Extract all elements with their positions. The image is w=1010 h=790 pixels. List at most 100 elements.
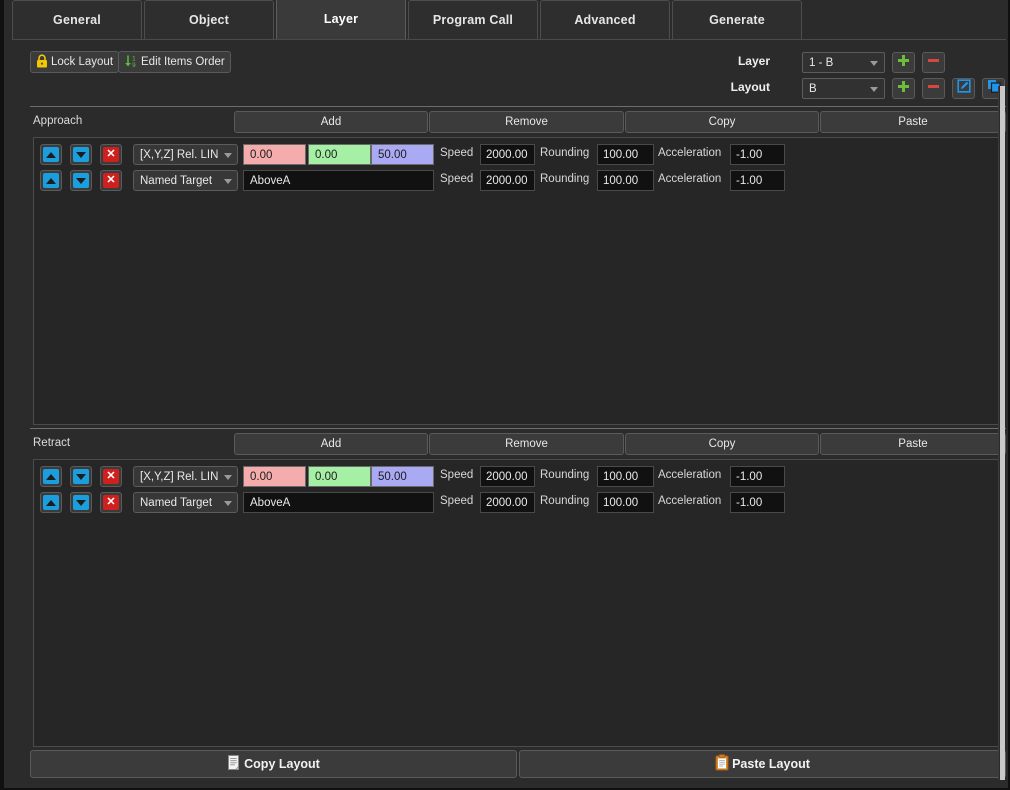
motion-type-select[interactable]: [X,Y,Z] Rel. LIN <box>133 144 238 165</box>
delete-row-button[interactable]: ✕ <box>100 466 122 487</box>
plus-icon <box>897 80 910 98</box>
move-down-button[interactable] <box>70 492 92 513</box>
delete-x-icon: ✕ <box>106 496 116 508</box>
minus-icon <box>927 80 940 98</box>
move-up-button[interactable] <box>40 492 62 513</box>
approach-copy-button[interactable]: Copy <box>625 111 819 133</box>
plus-icon <box>897 54 910 72</box>
arrow-down-icon <box>76 499 86 506</box>
lock-layout-button[interactable]: Lock Layout <box>30 51 120 73</box>
remove-layer-button[interactable] <box>922 52 945 73</box>
rounding-field[interactable]: 100.00 <box>597 170 654 191</box>
padlock-icon <box>36 53 48 71</box>
layout-select[interactable]: B <box>802 78 885 99</box>
x-value-field[interactable]: 0.00 <box>243 466 306 487</box>
rounding-field[interactable]: 100.00 <box>597 144 654 165</box>
table-row: ✕ Named Target AboveA Speed 2000.00 Roun… <box>40 170 1000 192</box>
scrollbar-thumb[interactable] <box>1000 86 1005 780</box>
section-divider <box>30 106 1006 107</box>
z-value-field[interactable]: 50.00 <box>371 144 434 165</box>
table-row: ✕ Named Target AboveA Speed 2000.00 Roun… <box>40 492 1000 514</box>
motion-type-select[interactable]: Named Target <box>133 492 238 513</box>
tab-label: Generate <box>709 13 765 27</box>
delete-x-icon: ✕ <box>106 174 116 186</box>
approach-remove-button[interactable]: Remove <box>429 111 624 133</box>
arrow-down-icon <box>76 177 86 184</box>
arrow-up-icon <box>46 499 56 506</box>
x-value-field[interactable]: 0.00 <box>243 144 306 165</box>
speed-field[interactable]: 2000.00 <box>480 144 535 165</box>
edit-items-order-label: Edit Items Order <box>141 56 225 68</box>
move-up-button[interactable] <box>40 466 62 487</box>
arrow-up-icon <box>46 151 56 158</box>
tab-program-call[interactable]: Program Call <box>408 0 538 39</box>
motion-type-select[interactable]: [X,Y,Z] Rel. LIN <box>133 466 238 487</box>
rounding-label: Rounding <box>540 147 590 159</box>
acceleration-field[interactable]: -1.00 <box>730 170 785 191</box>
rounding-label: Rounding <box>540 495 590 507</box>
motion-type-select[interactable]: Named Target <box>133 170 238 191</box>
remove-layout-button[interactable] <box>922 78 945 99</box>
move-down-button[interactable] <box>70 466 92 487</box>
tab-object[interactable]: Object <box>144 0 274 39</box>
acceleration-label: Acceleration <box>658 469 722 481</box>
tab-advanced[interactable]: Advanced <box>540 0 670 39</box>
rounding-field[interactable]: 100.00 <box>597 466 654 487</box>
layer-select[interactable]: 1 - B <box>802 52 885 73</box>
tab-layer[interactable]: Layer <box>276 0 406 39</box>
speed-field[interactable]: 2000.00 <box>480 170 535 191</box>
speed-label: Speed <box>440 495 474 507</box>
motion-type-value: Named Target <box>140 496 213 509</box>
move-down-button[interactable] <box>70 144 92 165</box>
paste-layout-button[interactable]: Paste Layout <box>519 750 1006 778</box>
speed-field[interactable]: 2000.00 <box>480 492 535 513</box>
tab-label: Advanced <box>574 13 636 27</box>
arrow-up-icon <box>46 473 56 480</box>
retract-remove-button[interactable]: Remove <box>429 433 624 455</box>
pencil-square-icon <box>956 79 971 98</box>
retract-paste-button[interactable]: Paste <box>820 433 1006 455</box>
edit-layout-button[interactable] <box>952 78 975 99</box>
layer-toolbar: Lock Layout 1 9 Edit Items Order Layer 1… <box>12 40 1006 103</box>
delete-row-button[interactable]: ✕ <box>100 144 122 165</box>
acceleration-field[interactable]: -1.00 <box>730 466 785 487</box>
move-up-button[interactable] <box>40 144 62 165</box>
acceleration-label: Acceleration <box>658 147 722 159</box>
vertical-scrollbar[interactable] <box>998 86 1005 780</box>
acceleration-label: Acceleration <box>658 173 722 185</box>
edit-items-order-button[interactable]: 1 9 Edit Items Order <box>118 51 231 73</box>
acceleration-field[interactable]: -1.00 <box>730 492 785 513</box>
approach-add-button[interactable]: Add <box>234 111 428 133</box>
arrow-down-icon <box>76 151 86 158</box>
add-layer-button[interactable] <box>892 52 915 73</box>
y-value-field[interactable]: 0.00 <box>308 466 371 487</box>
tab-generate[interactable]: Generate <box>672 0 802 39</box>
retract-copy-button[interactable]: Copy <box>625 433 819 455</box>
section-divider <box>30 428 1006 429</box>
chevron-down-icon <box>870 61 878 66</box>
delete-row-button[interactable]: ✕ <box>100 170 122 191</box>
rounding-field[interactable]: 100.00 <box>597 492 654 513</box>
tab-general[interactable]: General <box>12 0 142 39</box>
delete-row-button[interactable]: ✕ <box>100 492 122 513</box>
add-layout-button[interactable] <box>892 78 915 99</box>
acceleration-label: Acceleration <box>658 495 722 507</box>
target-name-field[interactable]: AboveA <box>243 170 434 191</box>
svg-text:1: 1 <box>132 55 136 62</box>
target-name-field[interactable]: AboveA <box>243 492 434 513</box>
clipboard-icon <box>227 754 241 774</box>
move-down-button[interactable] <box>70 170 92 191</box>
chevron-down-icon <box>224 179 232 184</box>
retract-add-button[interactable]: Add <box>234 433 428 455</box>
move-up-button[interactable] <box>40 170 62 191</box>
arrow-up-icon <box>46 177 56 184</box>
retract-title: Retract <box>33 437 71 449</box>
copy-layout-button[interactable]: Copy Layout <box>30 750 517 778</box>
z-value-field[interactable]: 50.00 <box>371 466 434 487</box>
y-value-field[interactable]: 0.00 <box>308 144 371 165</box>
layout-clipboard-bar: Copy Layout Paste Layout <box>30 750 1006 778</box>
acceleration-field[interactable]: -1.00 <box>730 144 785 165</box>
speed-field[interactable]: 2000.00 <box>480 466 535 487</box>
approach-paste-button[interactable]: Paste <box>820 111 1006 133</box>
